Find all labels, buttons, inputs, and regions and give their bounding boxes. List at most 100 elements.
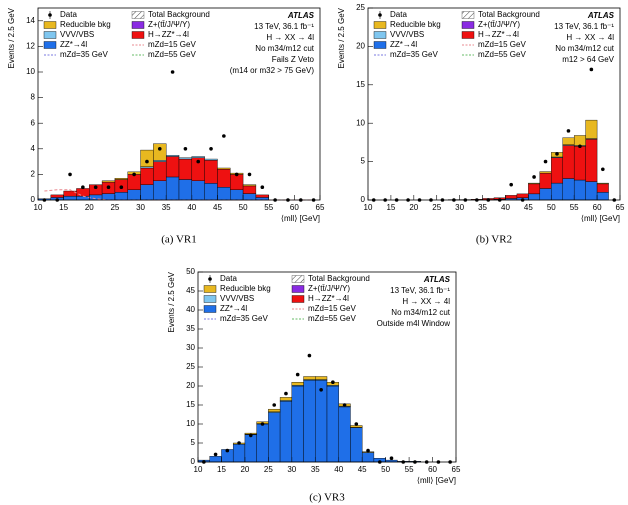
x-tick-label: 50 [239, 203, 248, 212]
bar-segment [191, 180, 205, 201]
bar-segment [114, 192, 128, 201]
data-point [284, 391, 288, 396]
bar-segment [539, 171, 552, 174]
bar-segment [539, 172, 552, 189]
annotation: 13 TeV, 36.1 fb⁻¹ [254, 22, 314, 31]
bar-segment [63, 195, 77, 201]
x-tick-label: 30 [287, 465, 296, 474]
y-axis-label: Events / 2.5 GeV [7, 7, 16, 68]
bar-segment [114, 178, 128, 180]
legend-label: Reducible bkg [220, 284, 271, 293]
legend-swatch [291, 275, 305, 283]
panel: 10 15 20 25 30 35 40 45 50 55 60 65 0 5 10 15 20 25 ⟨mll⟩ … [337, 3, 625, 245]
legend-label: Reducible bkg [60, 20, 111, 29]
data-point [260, 422, 265, 426]
x-axis-label: ⟨mll⟩ [GeV] [281, 214, 320, 223]
data-point [331, 380, 335, 385]
bar-segment [596, 183, 609, 193]
x-tick-label: 25 [264, 465, 273, 474]
legend-label: Data [390, 10, 407, 19]
annotation: m12 > 64 GeV [562, 55, 614, 64]
data-point [225, 448, 230, 453]
bar-segment [140, 149, 154, 167]
x-tick-label: 35 [162, 203, 171, 212]
x-tick-label: 40 [334, 465, 343, 474]
bar-segment [562, 145, 575, 179]
y-tick-label: 10 [186, 419, 195, 428]
y-tick-label: 20 [356, 42, 365, 51]
plot-frame [37, 7, 321, 201]
data-point [157, 147, 162, 151]
data-point [183, 147, 188, 151]
bar-segment [153, 143, 167, 161]
legend-label: VVV/VBS [390, 30, 424, 39]
bar-segment [315, 380, 328, 463]
bar-segment [165, 156, 180, 178]
annotation: No m34/m12 cut [555, 44, 614, 53]
bar-segment [361, 452, 375, 463]
bar-segment [127, 174, 141, 190]
bar-segment [268, 412, 281, 463]
annotation: H → XX → 4l [566, 33, 614, 42]
bar-segment [528, 193, 541, 201]
x-tick-label: 40 [187, 203, 196, 212]
annotation: Fails Z Veto [272, 55, 315, 64]
bar-segment [153, 180, 167, 201]
y-tick-label: 4 [31, 144, 36, 153]
legend-label: VVV/VBS [220, 294, 254, 303]
bar-segment [242, 185, 257, 194]
legend-swatch [373, 21, 387, 29]
plot-frame [367, 7, 621, 201]
bar-segment [350, 427, 363, 463]
bar-segment [573, 146, 586, 181]
bar-segment [204, 183, 218, 201]
bar-segment [291, 382, 304, 386]
bar-segment [204, 160, 218, 184]
data-point [248, 433, 253, 438]
y-tick-label: 10 [26, 67, 35, 76]
bar-segment [505, 195, 518, 199]
data-point [543, 159, 548, 164]
legend-label: mZd=15 GeV [478, 40, 526, 49]
y-tick-label: 5 [361, 157, 366, 166]
legend-label: Total Background [478, 10, 540, 19]
legend-label: mZd=35 GeV [220, 314, 268, 323]
data-point [196, 159, 201, 164]
bar-segment [127, 189, 141, 201]
bar-segment [551, 157, 563, 184]
data-point [509, 182, 513, 187]
legend-swatch [203, 295, 217, 303]
legend-label: Total Background [148, 10, 210, 19]
x-tick-label: 25 [432, 203, 441, 212]
caption: (a) VR1 [161, 234, 197, 246]
bar-segment [585, 181, 598, 201]
legend-swatch [131, 31, 145, 39]
y-tick-label: 2 [31, 170, 36, 179]
bar-segment [230, 174, 244, 190]
annotation: (m14 or m32 > 75 GeV) [230, 66, 315, 75]
data-point [234, 172, 239, 177]
data-point [145, 159, 149, 164]
legend-label: H→ZZ*→4l [478, 30, 519, 39]
data-point [589, 67, 594, 72]
legend-swatch [373, 41, 387, 49]
bar-segment [573, 135, 586, 146]
bar-segment [350, 425, 363, 428]
bar-segment [140, 184, 154, 201]
bar-segment [101, 180, 116, 183]
x-tick-label: 55 [264, 203, 273, 212]
x-tick-label: 20 [240, 465, 249, 474]
x-tick-label: 55 [570, 203, 579, 212]
y-tick-label: 12 [26, 42, 35, 51]
bar-segment [573, 179, 586, 201]
data-point [222, 134, 226, 138]
data-point [272, 403, 277, 407]
x-tick-label: 30 [455, 203, 464, 212]
x-tick-label: 40 [501, 203, 510, 212]
caption: (c) VR3 [309, 492, 345, 504]
legend-label: Data [60, 10, 77, 19]
bar-segment [204, 158, 218, 161]
x-axis-label: ⟨mll⟩ [GeV] [417, 476, 456, 485]
bar-segment [279, 397, 293, 401]
data-point [319, 388, 323, 392]
